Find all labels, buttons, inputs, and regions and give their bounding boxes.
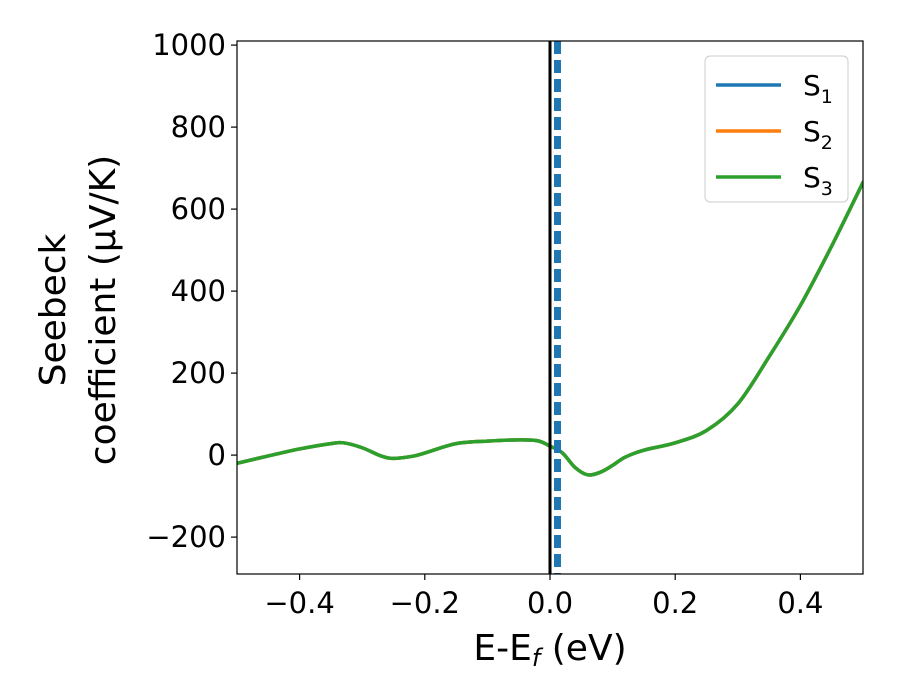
x-tick-label: −0.2 xyxy=(390,586,460,620)
plot-contents xyxy=(237,41,863,574)
y-tick-label: 1000 xyxy=(152,28,226,62)
legend-label: S3 xyxy=(803,161,833,200)
legend-entry-s3: S3 xyxy=(716,161,833,200)
plot-area xyxy=(236,40,864,575)
legend-label: S1 xyxy=(803,69,833,108)
y-tick-label: −200 xyxy=(146,520,226,554)
x-tick-label: 0.4 xyxy=(777,586,823,620)
x-tick-label: 0.0 xyxy=(527,586,573,620)
x-tick-label: 0.2 xyxy=(652,586,698,620)
legend-entry-s2: S2 xyxy=(716,115,833,154)
x-tick-label: −0.4 xyxy=(264,586,334,620)
y-axis: −200 0 200 400 600 800 1000 xyxy=(146,28,237,554)
legend: S1 S2 S3 xyxy=(704,55,849,203)
y-axis-label: Seebeck coefficient (μV/K) xyxy=(33,155,124,465)
x-axis: −0.4 −0.2 0.0 0.2 0.4 xyxy=(264,574,823,620)
x-axis-label: E-Ef (eV) xyxy=(473,628,626,672)
y-tick-label: 600 xyxy=(171,192,226,226)
legend-box xyxy=(704,55,849,203)
y-tick-label: 200 xyxy=(171,356,226,390)
legend-entry-s1: S1 xyxy=(716,69,833,108)
y-tick-label: 800 xyxy=(171,110,226,144)
legend-label: S2 xyxy=(803,115,833,154)
y-axis-label-line2: coefficient (μV/K) xyxy=(83,155,124,465)
y-tick-label: 400 xyxy=(171,274,226,308)
y-tick-label: 0 xyxy=(208,438,226,472)
y-axis-label-line1: Seebeck xyxy=(33,233,74,386)
